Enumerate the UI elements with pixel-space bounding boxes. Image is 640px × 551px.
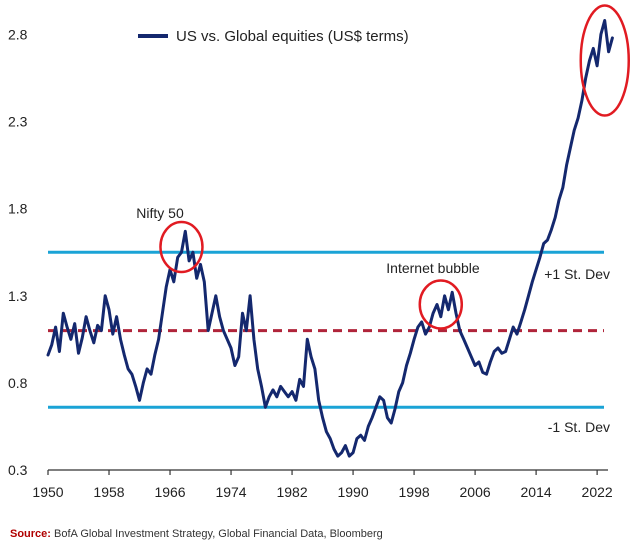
annotation-nifty-50: Nifty 50: [136, 205, 184, 221]
y-tick-label: 0.3: [8, 462, 28, 478]
source-note: Source: BofA Global Investment Strategy,…: [10, 528, 383, 540]
x-tick-label: 1950: [32, 484, 63, 500]
series-line-0: [46, 19, 614, 458]
y-tick-label: 1.8: [8, 201, 28, 217]
circle-internet-bubble: [418, 279, 464, 330]
label-minus-1-sd: -1 St. Dev: [548, 419, 610, 435]
annotation-circles: [159, 4, 630, 330]
annotation-internet-bubble: Internet bubble: [386, 260, 480, 276]
x-tick-label: 1998: [399, 484, 430, 500]
axes: 1950 1958 1966 1974 1982 1990 1998 2006 2014 2022…: [8, 26, 613, 500]
x-tick-label: 2022: [582, 484, 613, 500]
x-tick-label: 2014: [521, 484, 552, 500]
x-tick-label: 1966: [154, 484, 185, 500]
legend-label: US vs. Global equities (US$ terms): [176, 28, 409, 45]
y-tick-label: 2.3: [8, 114, 28, 130]
y-tick-label: 0.8: [8, 375, 28, 391]
source-text: BofA Global Investment Strategy, Global …: [54, 528, 383, 540]
reference-lines: [48, 250, 604, 409]
y-tick-label: 1.3: [8, 288, 28, 304]
label-plus-1-sd: +1 St. Dev: [544, 266, 610, 282]
x-tick-label: 1958: [93, 484, 124, 500]
source-label: Source:: [10, 528, 51, 540]
x-tick-label: 1974: [215, 484, 246, 500]
y-tick-label: 2.8: [8, 26, 28, 42]
legend: US vs. Global equities (US$ terms): [138, 28, 409, 45]
x-tick-label: 2006: [460, 484, 491, 500]
x-tick-label: 1982: [276, 484, 307, 500]
circle-nifty-50: [159, 220, 204, 274]
labels: Nifty 50 Internet bubble +1 St. Dev -1 St. …: [136, 205, 610, 435]
x-tick-label: 1990: [337, 484, 368, 500]
series-group: [46, 19, 614, 458]
circle-recent-peak: [579, 4, 630, 117]
